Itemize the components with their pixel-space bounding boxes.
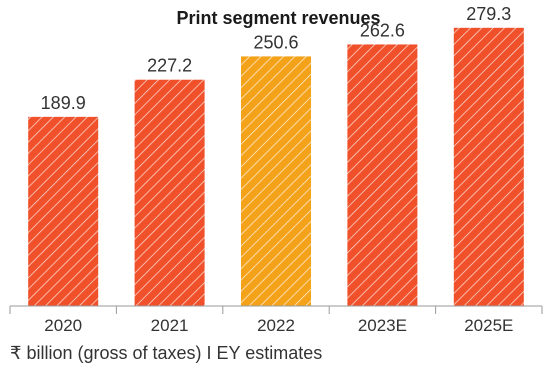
x-tick-label-2025e: 2025E [464,316,513,335]
x-tick-label-2021: 2021 [151,316,189,335]
x-tick-label-2023e: 2023E [358,316,407,335]
chart-footnote: ₹ billion (gross of taxes) I EY estimate… [10,343,323,363]
bar-2021 [134,79,205,306]
x-tick-label-2020: 2020 [44,316,82,335]
chart-title: Print segment revenues [176,8,381,28]
bar-2020 [28,116,99,307]
data-label-2022: 250.6 [253,32,298,52]
data-label-2023e: 262.6 [360,20,405,40]
data-label-2020: 189.9 [41,93,86,113]
data-label-2021: 227.2 [147,56,192,76]
bar-2023e [347,44,418,306]
data-label-2025e: 279.3 [466,4,511,24]
bar-2025e [453,27,524,306]
bar-2022 [241,56,311,306]
x-tick-label-2022: 2022 [257,316,295,335]
